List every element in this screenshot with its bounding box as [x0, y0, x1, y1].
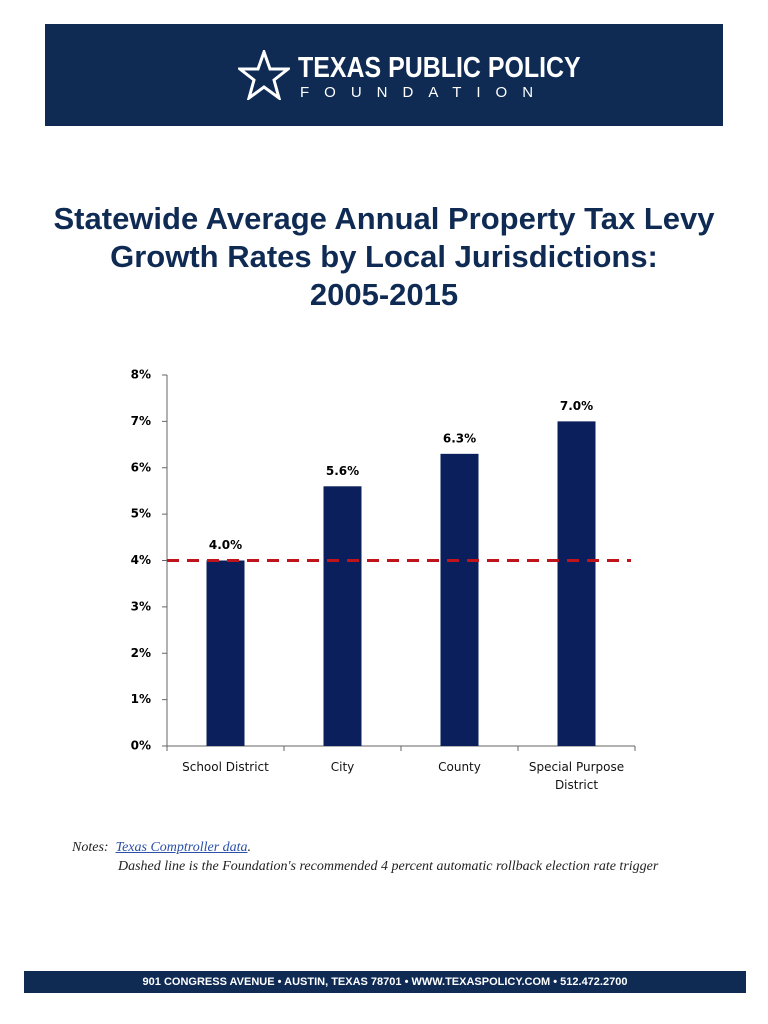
bar [206, 560, 245, 746]
title-line: Statewide Average Annual Property Tax Le… [53, 201, 715, 236]
header-banner [45, 24, 723, 126]
x-tick-label: School District [182, 760, 269, 774]
y-tick-label: 7% [131, 414, 151, 428]
org-subname: FOUNDATION [300, 84, 549, 101]
y-tick-label: 3% [131, 599, 151, 613]
notes-label: Notes: [72, 840, 109, 855]
notes: Notes: Texas Comptroller data. Dashed li… [72, 840, 658, 875]
y-tick-label: 4% [131, 553, 151, 567]
value-label: 7.0% [560, 399, 593, 413]
title: Statewide Average Annual Property Tax Le… [0, 200, 768, 314]
org-name: TEXAS PUBLIC POLICY [298, 52, 581, 84]
source-link[interactable]: Texas Comptroller data [115, 840, 248, 855]
y-tick-label: 5% [131, 507, 151, 521]
x-tick-label: Special Purpose District [528, 760, 625, 792]
value-label: 4.0% [209, 538, 242, 552]
source-suffix: . [247, 840, 252, 855]
x-tick-label: City [330, 760, 355, 774]
bar [440, 453, 479, 746]
chart: 0% 1% 2% 3% 4% 5% 6% 7% 8% 4.0% 5.6% 6.3% 7.0% [131, 368, 636, 753]
value-label: 6.3% [443, 431, 476, 445]
footer: 901 CONGRESS AVENUE • AUSTIN, TEXAS 7870… [24, 971, 746, 993]
bar [557, 421, 596, 746]
y-tick-label: 1% [131, 692, 151, 706]
value-label: 5.6% [326, 464, 359, 478]
title-line: Growth Rates by Local Jurisdictions: [110, 239, 658, 274]
y-tick-label: 0% [131, 739, 151, 753]
logo-star [238, 50, 290, 100]
notes-line: Dashed line is the Foundation's recommen… [118, 859, 659, 874]
x-tick-label: County [438, 760, 481, 774]
title-line: 2005-2015 [309, 277, 459, 312]
y-tick-label: 2% [131, 646, 151, 660]
bar [323, 486, 362, 746]
y-tick-label: 6% [131, 460, 151, 474]
y-tick-label: 8% [131, 368, 151, 382]
